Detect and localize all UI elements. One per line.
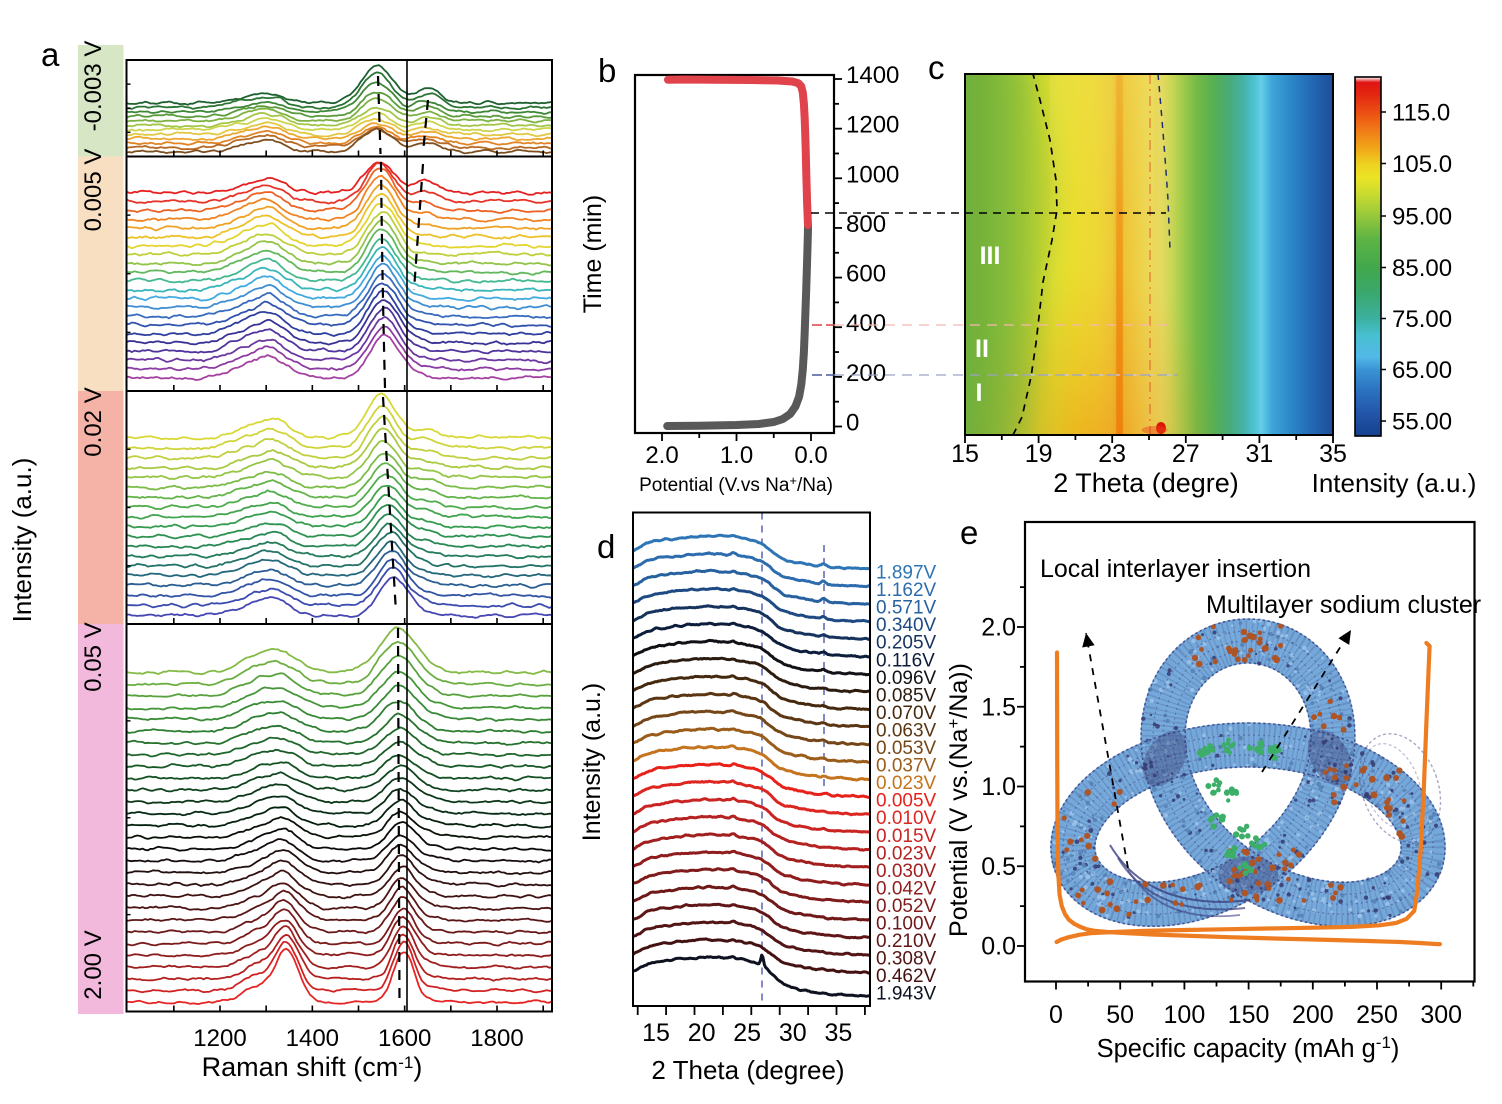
svg-text:0: 0: [1049, 1001, 1063, 1029]
svg-text:0.205V: 0.205V: [876, 633, 937, 654]
svg-text:800: 800: [846, 211, 886, 238]
svg-text:III: III: [980, 242, 1001, 270]
svg-text:0.100V: 0.100V: [876, 914, 937, 935]
svg-text:2 Theta (degree): 2 Theta (degree): [651, 1055, 844, 1085]
svg-text:200: 200: [1292, 1001, 1334, 1029]
svg-text:0.053V: 0.053V: [876, 738, 937, 759]
svg-text:Specific capacity (mAh g-1): Specific capacity (mAh g-1): [1097, 1033, 1400, 1063]
svg-text:d: d: [597, 528, 615, 565]
svg-text:1600: 1600: [378, 1025, 431, 1052]
svg-text:0.0: 0.0: [981, 933, 1016, 961]
svg-text:0.308V: 0.308V: [876, 949, 937, 970]
svg-text:a: a: [41, 36, 60, 73]
svg-text:50: 50: [1106, 1001, 1134, 1029]
svg-text:1400: 1400: [846, 62, 899, 89]
svg-text:0.085V: 0.085V: [876, 685, 937, 706]
svg-text:0.005 V: 0.005 V: [80, 149, 107, 232]
svg-text:600: 600: [846, 261, 886, 288]
svg-text:1200: 1200: [846, 112, 899, 139]
svg-text:27: 27: [1172, 440, 1200, 468]
svg-text:II: II: [975, 335, 989, 363]
svg-text:0.070V: 0.070V: [876, 703, 937, 724]
svg-text:0.063V: 0.063V: [876, 720, 937, 741]
svg-text:2.0: 2.0: [981, 614, 1016, 642]
svg-text:1200: 1200: [193, 1025, 246, 1052]
svg-text:105.0: 105.0: [1392, 151, 1452, 178]
svg-text:15: 15: [951, 440, 979, 468]
svg-text:400: 400: [846, 310, 886, 337]
svg-text:0.037V: 0.037V: [876, 756, 937, 777]
svg-text:95.00: 95.00: [1392, 204, 1452, 231]
svg-text:115.0: 115.0: [1392, 100, 1450, 127]
svg-text:Multilayer sodium cluster: Multilayer sodium cluster: [1206, 591, 1481, 619]
svg-text:23: 23: [1098, 440, 1126, 468]
svg-text:75.00: 75.00: [1392, 306, 1452, 333]
svg-text:0.096V: 0.096V: [876, 668, 937, 689]
svg-text:55.00: 55.00: [1392, 409, 1452, 436]
svg-text:0.030V: 0.030V: [876, 861, 937, 882]
svg-text:300: 300: [1420, 1001, 1462, 1029]
svg-text:30: 30: [779, 1019, 807, 1047]
svg-text:0.340V: 0.340V: [876, 615, 937, 636]
svg-text:1.5: 1.5: [981, 693, 1016, 721]
svg-text:0.010V: 0.010V: [876, 808, 937, 829]
svg-text:Intensity (a.u.): Intensity (a.u.): [578, 683, 606, 841]
svg-text:250: 250: [1356, 1001, 1398, 1029]
svg-text:0.005V: 0.005V: [876, 791, 937, 812]
svg-text:e: e: [960, 514, 978, 551]
svg-text:c: c: [928, 49, 945, 86]
svg-text:35: 35: [824, 1019, 852, 1047]
svg-text:0.05 V: 0.05 V: [80, 622, 107, 691]
svg-text:0.023V: 0.023V: [876, 843, 937, 864]
svg-text:Local interlayer insertion: Local interlayer insertion: [1040, 555, 1311, 583]
svg-text:15: 15: [642, 1019, 670, 1047]
svg-text:Time (min): Time (min): [579, 195, 607, 314]
svg-text:0.571V: 0.571V: [876, 598, 937, 619]
svg-text:1000: 1000: [846, 161, 899, 188]
svg-text:0.042V: 0.042V: [876, 878, 937, 899]
svg-text:200: 200: [846, 360, 886, 387]
svg-text:0.02 V: 0.02 V: [80, 387, 107, 456]
svg-text:1.897V: 1.897V: [876, 563, 937, 584]
svg-text:2.0: 2.0: [645, 442, 678, 469]
svg-text:1.162V: 1.162V: [876, 580, 937, 601]
svg-text:100: 100: [1164, 1001, 1206, 1029]
svg-text:1800: 1800: [470, 1025, 523, 1052]
svg-text:-0.003 V: -0.003 V: [80, 41, 107, 132]
svg-text:65.00: 65.00: [1392, 357, 1452, 384]
svg-text:Potential (V vs.(Na+/Na)): Potential (V vs.(Na+/Na)): [944, 663, 973, 937]
svg-text:1400: 1400: [286, 1025, 339, 1052]
svg-text:1.0: 1.0: [981, 773, 1016, 801]
svg-text:0.052V: 0.052V: [876, 896, 937, 917]
svg-text:0.5: 0.5: [981, 853, 1016, 881]
svg-text:150: 150: [1228, 1001, 1270, 1029]
svg-text:Potential (V.vs Na+/Na): Potential (V.vs Na+/Na): [639, 473, 833, 496]
svg-text:I: I: [976, 379, 983, 407]
svg-text:0.210V: 0.210V: [876, 931, 937, 952]
svg-text:31: 31: [1245, 440, 1273, 468]
svg-text:b: b: [598, 52, 616, 89]
svg-text:35: 35: [1319, 440, 1347, 468]
svg-text:25: 25: [733, 1019, 761, 1047]
svg-text:2.00 V: 2.00 V: [80, 930, 107, 999]
svg-text:1.943V: 1.943V: [876, 984, 937, 1005]
svg-text:0.0: 0.0: [794, 442, 827, 469]
svg-text:85.00: 85.00: [1392, 255, 1452, 282]
svg-text:20: 20: [688, 1019, 716, 1047]
svg-text:0.015V: 0.015V: [876, 826, 937, 847]
svg-text:Intensity (a.u.): Intensity (a.u.): [7, 458, 37, 623]
svg-text:0.116V: 0.116V: [876, 650, 935, 671]
svg-text:0.462V: 0.462V: [876, 966, 937, 987]
svg-text:0.023V: 0.023V: [876, 773, 937, 794]
svg-text:19: 19: [1025, 440, 1053, 468]
svg-text:Raman shift (cm-1): Raman shift (cm-1): [202, 1052, 423, 1082]
svg-text:1.0: 1.0: [720, 442, 753, 469]
svg-text:2 Theta (degre): 2 Theta (degre): [1053, 468, 1239, 498]
svg-text:Intensity (a.u.): Intensity (a.u.): [1312, 468, 1477, 498]
svg-text:0: 0: [846, 410, 859, 437]
